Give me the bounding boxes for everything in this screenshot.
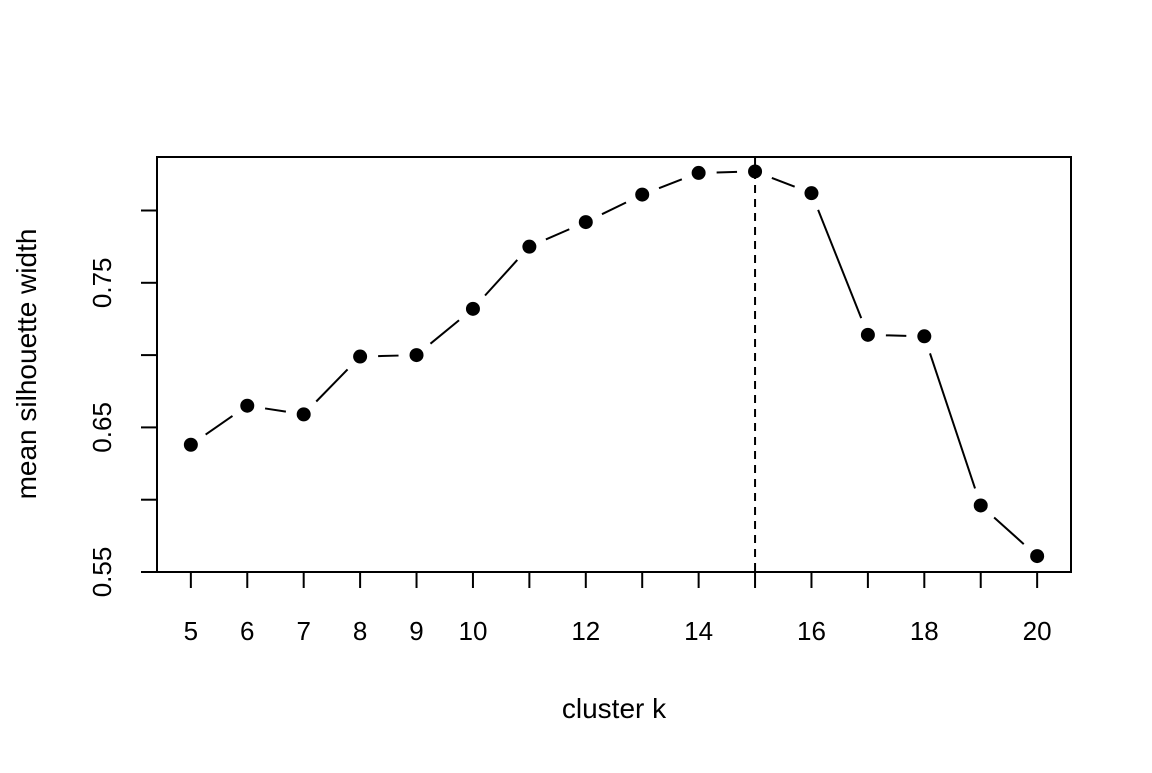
line-segment — [817, 209, 863, 319]
y-axis-title: mean silhouette width — [11, 229, 42, 500]
data-point — [973, 498, 988, 513]
line-segment — [771, 176, 796, 188]
x-tick-label: 5 — [184, 616, 198, 646]
y-tick-label: 0.65 — [87, 402, 117, 453]
data-point — [409, 348, 424, 363]
data-point — [917, 329, 932, 344]
x-tick-label: 18 — [910, 616, 939, 646]
data-point — [748, 164, 763, 179]
x-tick-label: 7 — [296, 616, 310, 646]
line-segment — [658, 178, 683, 190]
x-axis-title: cluster k — [562, 693, 667, 724]
data-point — [804, 186, 819, 201]
data-point — [691, 165, 706, 180]
line-segment — [993, 516, 1025, 545]
line-segment — [264, 407, 287, 413]
line-segment — [205, 415, 234, 436]
y-tick-label: 0.55 — [87, 547, 117, 598]
line-segment — [545, 228, 570, 241]
points-layer — [183, 164, 1045, 564]
line-segment — [315, 368, 349, 403]
data-point — [240, 398, 255, 413]
data-point — [578, 215, 593, 230]
data-point — [635, 187, 650, 202]
data-point — [353, 349, 368, 364]
line-segment — [929, 353, 976, 489]
plot-frame — [156, 156, 1072, 573]
x-tick-label: 14 — [684, 616, 713, 646]
line-segment — [716, 170, 738, 174]
data-point — [1030, 549, 1045, 564]
data-point — [860, 327, 875, 342]
line-segment — [378, 354, 399, 358]
line-segment — [484, 259, 519, 297]
data-point — [296, 407, 311, 422]
data-point — [465, 301, 480, 316]
line-segments-layer — [205, 170, 1025, 545]
x-tick-label: 9 — [409, 616, 423, 646]
x-tick-label: 8 — [353, 616, 367, 646]
line-segment — [885, 334, 907, 337]
x-tick-label: 16 — [797, 616, 826, 646]
x-tick-label: 6 — [240, 616, 254, 646]
x-tick-label: 10 — [458, 616, 487, 646]
x-tick-label: 12 — [571, 616, 600, 646]
data-point — [183, 437, 198, 452]
line-segment — [601, 201, 627, 216]
x-tick-label: 20 — [1023, 616, 1052, 646]
y-tick-label: 0.75 — [87, 257, 117, 308]
line-segment — [429, 319, 460, 345]
data-point — [522, 239, 537, 254]
axes-layer: 5 6 7 8 9 10 12 14 16 18 20 0.55 0.65 0.75 — [87, 209, 1052, 646]
